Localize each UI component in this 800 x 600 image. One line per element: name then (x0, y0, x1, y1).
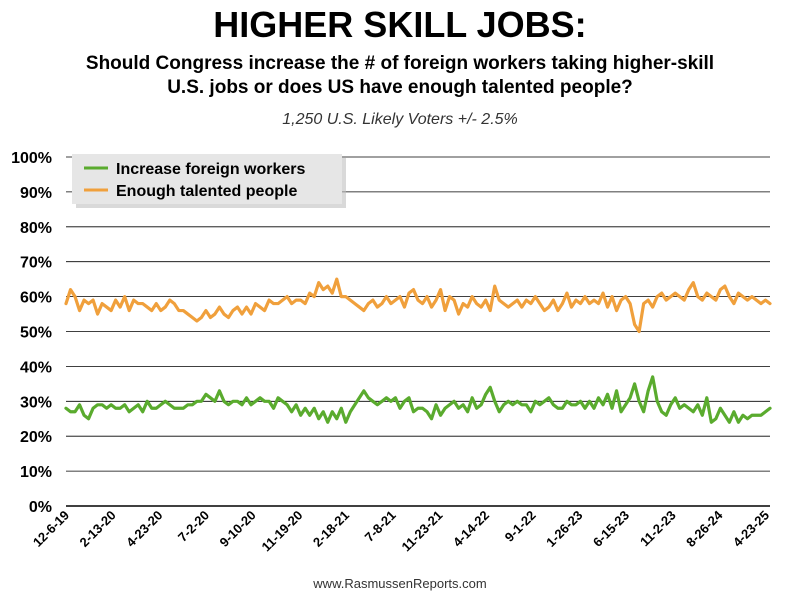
x-tick-label: 2-18-21 (310, 508, 352, 550)
x-tick-label: 11-19-20 (259, 508, 306, 555)
chart-subtitle-line1: Should Congress increase the # of foreig… (86, 53, 714, 74)
x-axis: 12-6-19 2-13-20 4-23-20 7-2-20 9-10-20 11-19-… (30, 507, 772, 554)
x-tick-label: 7-2-20 (175, 508, 212, 545)
x-tick-label: 9-10-20 (216, 508, 258, 550)
y-tick-label: 30% (20, 394, 52, 411)
chart-series (64, 277, 772, 424)
y-tick-label: 50% (20, 325, 52, 342)
legend-label-enough-talented-people: Enough talented people (116, 183, 297, 200)
chart-gridlines (66, 156, 770, 507)
x-tick-label: 11-23-21 (399, 508, 446, 555)
x-tick-label: 7-8-21 (362, 508, 399, 545)
x-tick-label: 1-26-23 (543, 508, 585, 550)
series-line-enough-talented-people (64, 277, 772, 334)
source-url: www.RasmussenReports.com (312, 576, 486, 591)
y-tick-label: 40% (20, 359, 52, 376)
x-tick-label: 11-2-23 (637, 508, 679, 550)
y-tick-label: 10% (20, 464, 52, 481)
legend-box (72, 154, 342, 204)
y-tick-label: 100% (11, 150, 52, 167)
chart-title: HIGHER SKILL JOBS: (213, 4, 586, 45)
chart-subtitle-line2: U.S. jobs or does US have enough talente… (167, 77, 633, 98)
y-tick-label: 70% (20, 255, 52, 272)
legend-label-increase-foreign-workers: Increase foreign workers (116, 161, 306, 178)
x-tick-label: 4-23-20 (123, 508, 165, 550)
x-tick-label: 6-15-23 (590, 508, 632, 550)
sample-note: 1,250 U.S. Likely Voters +/- 2.5% (282, 111, 518, 128)
x-tick-label: 4-23-25 (730, 508, 772, 550)
x-tick-label: 9-1-22 (502, 508, 539, 545)
y-tick-label: 60% (20, 290, 52, 307)
x-tick-label: 4-14-22 (450, 508, 492, 550)
y-tick-label: 0% (29, 499, 52, 516)
y-tick-label: 80% (20, 220, 52, 237)
y-tick-label: 20% (20, 429, 52, 446)
chart-legend: Increase foreign workers Enough talented… (72, 154, 346, 208)
x-tick-label: 8-26-24 (683, 507, 726, 550)
y-axis: 0% 10% 20% 30% 40% 50% 60% 70% 80% 90% 100% (11, 150, 52, 516)
y-tick-label: 90% (20, 185, 52, 202)
series-line-increase-foreign-workers (64, 375, 772, 424)
x-tick-label: 2-13-20 (76, 508, 118, 550)
